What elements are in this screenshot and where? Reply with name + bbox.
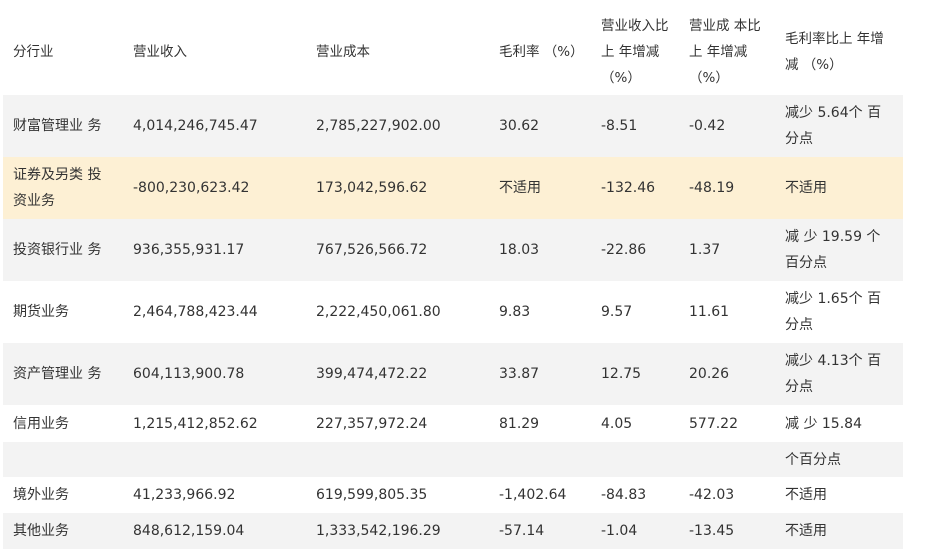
table-row-continuation: 个百分点 <box>3 442 903 477</box>
header-revenue: 营业收入 <box>123 8 306 95</box>
table-row: 投资银行业 务 936,355,931.17 767,526,566.72 18… <box>3 219 903 281</box>
header-gross-margin: 毛利率 （%） <box>489 8 591 95</box>
cell-margin-change: 不适用 <box>775 157 903 219</box>
cell-revenue-change: 9.57 <box>591 281 679 343</box>
cell-revenue-change: -1.04 <box>591 513 679 549</box>
cell-segment: 证券及另类 投资业务 <box>3 157 123 219</box>
cell-cost: 173,042,596.62 <box>306 157 489 219</box>
cell-cost: 399,474,472.22 <box>306 343 489 405</box>
cell-revenue: 936,355,931.17 <box>123 219 306 281</box>
table-row: 财富管理业 务 4,014,246,745.47 2,785,227,902.0… <box>3 95 903 157</box>
cell-revenue-change <box>591 442 679 477</box>
cell-segment <box>3 442 123 477</box>
cell-cost-change: 1.37 <box>679 219 775 281</box>
cell-revenue-change: -84.83 <box>591 477 679 513</box>
table-header-row: 分行业 营业收入 营业成本 毛利率 （%） 营业收入比上 年增减 （%） 营业成… <box>3 8 903 95</box>
header-cost-change: 营业成 本比上 年增减 （%） <box>679 8 775 95</box>
cell-revenue: 848,612,159.04 <box>123 513 306 549</box>
cell-cost-change: -42.03 <box>679 477 775 513</box>
cell-revenue: 604,113,900.78 <box>123 343 306 405</box>
table-row: 其他业务 848,612,159.04 1,333,542,196.29 -57… <box>3 513 903 549</box>
cell-cost-change: -0.42 <box>679 95 775 157</box>
cell-margin-change: 减少 4.13个 百分点 <box>775 343 903 405</box>
cell-margin-change: 不适用 <box>775 477 903 513</box>
cell-cost-change: 11.61 <box>679 281 775 343</box>
cell-revenue: -800,230,623.42 <box>123 157 306 219</box>
cell-gross-margin: 30.62 <box>489 95 591 157</box>
cell-cost-change <box>679 442 775 477</box>
cell-cost: 1,333,542,196.29 <box>306 513 489 549</box>
cell-margin-change: 减少 5.64个 百分点 <box>775 95 903 157</box>
cell-cost: 227,357,972.24 <box>306 405 489 442</box>
cell-revenue: 41,233,966.92 <box>123 477 306 513</box>
header-margin-change: 毛利率比上 年增减 （%） <box>775 8 903 95</box>
cell-cost: 767,526,566.72 <box>306 219 489 281</box>
cell-gross-margin: 33.87 <box>489 343 591 405</box>
cell-gross-margin: -1,402.64 <box>489 477 591 513</box>
cell-revenue-change: 4.05 <box>591 405 679 442</box>
cell-cost <box>306 442 489 477</box>
cell-cost: 2,785,227,902.00 <box>306 95 489 157</box>
cell-revenue: 1,215,412,852.62 <box>123 405 306 442</box>
cell-margin-change: 减 少 15.84 <box>775 405 903 442</box>
cell-margin-change: 不适用 <box>775 513 903 549</box>
cell-revenue-change: -132.46 <box>591 157 679 219</box>
cell-revenue: 2,464,788,423.44 <box>123 281 306 343</box>
cell-segment: 资产管理业 务 <box>3 343 123 405</box>
cell-revenue <box>123 442 306 477</box>
cell-revenue: 4,014,246,745.47 <box>123 95 306 157</box>
cell-margin-change: 个百分点 <box>775 442 903 477</box>
cell-gross-margin <box>489 442 591 477</box>
cell-gross-margin: 9.83 <box>489 281 591 343</box>
table-row-highlighted: 证券及另类 投资业务 -800,230,623.42 173,042,596.6… <box>3 157 903 219</box>
cell-segment: 信用业务 <box>3 405 123 442</box>
table-row: 期货业务 2,464,788,423.44 2,222,450,061.80 9… <box>3 281 903 343</box>
header-cost: 营业成本 <box>306 8 489 95</box>
header-revenue-change: 营业收入比上 年增减 （%） <box>591 8 679 95</box>
cell-cost-change: -48.19 <box>679 157 775 219</box>
cell-segment: 期货业务 <box>3 281 123 343</box>
cell-revenue-change: -22.86 <box>591 219 679 281</box>
table-row: 信用业务 1,215,412,852.62 227,357,972.24 81.… <box>3 405 903 442</box>
header-segment: 分行业 <box>3 8 123 95</box>
segment-table: 分行业 营业收入 营业成本 毛利率 （%） 营业收入比上 年增减 （%） 营业成… <box>3 8 903 549</box>
cell-gross-margin: -57.14 <box>489 513 591 549</box>
cell-gross-margin: 81.29 <box>489 405 591 442</box>
cell-segment: 投资银行业 务 <box>3 219 123 281</box>
cell-gross-margin: 不适用 <box>489 157 591 219</box>
cell-segment: 财富管理业 务 <box>3 95 123 157</box>
cell-revenue-change: 12.75 <box>591 343 679 405</box>
cell-cost-change: 20.26 <box>679 343 775 405</box>
cell-revenue-change: -8.51 <box>591 95 679 157</box>
cell-cost: 619,599,805.35 <box>306 477 489 513</box>
cell-segment: 其他业务 <box>3 513 123 549</box>
cell-segment: 境外业务 <box>3 477 123 513</box>
cell-cost-change: -13.45 <box>679 513 775 549</box>
cell-gross-margin: 18.03 <box>489 219 591 281</box>
cell-margin-change: 减 少 19.59 个百分点 <box>775 219 903 281</box>
table-row: 境外业务 41,233,966.92 619,599,805.35 -1,402… <box>3 477 903 513</box>
table-row: 资产管理业 务 604,113,900.78 399,474,472.22 33… <box>3 343 903 405</box>
cell-cost: 2,222,450,061.80 <box>306 281 489 343</box>
cell-cost-change: 577.22 <box>679 405 775 442</box>
cell-margin-change: 减少 1.65个 百分点 <box>775 281 903 343</box>
